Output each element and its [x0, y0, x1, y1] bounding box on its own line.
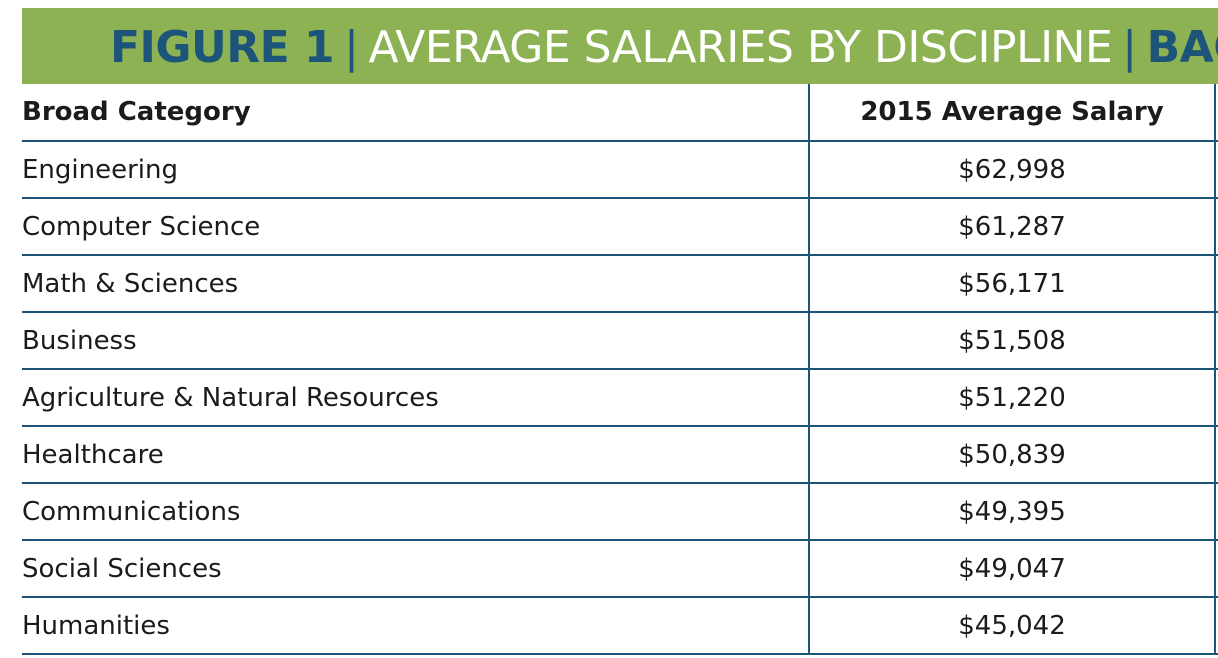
category-cell: Agriculture & Natural Resources [22, 369, 809, 427]
salary-cell: $50,839 [808, 426, 1216, 484]
salary-cell: $49,395 [808, 483, 1216, 541]
category-cell: Humanities [22, 597, 809, 655]
table-row: Business $51,508 [22, 312, 1218, 370]
column-stub [1215, 84, 1218, 142]
salary-cell: $49,047 [808, 540, 1216, 598]
table-row: Math & Sciences $56,171 [22, 255, 1218, 313]
column-header-category: Broad Category [22, 84, 809, 142]
salary-cell: $61,287 [808, 198, 1216, 256]
figure-title: FIGURE 1 | AVERAGE SALARIES BY DISCIPLINE |… [110, 22, 1218, 74]
category-cell: Engineering [22, 141, 809, 199]
figure-label: FIGURE 1 [110, 22, 335, 73]
row-stub [1215, 198, 1218, 256]
column-header-salary: 2015 Average Salary [808, 84, 1216, 142]
row-stub [1215, 141, 1218, 199]
row-stub [1215, 540, 1218, 598]
salary-table: Broad Category 2015 Average Salary Engin… [22, 84, 1218, 655]
category-cell: Healthcare [22, 426, 809, 484]
table-row: Social Sciences $49,047 [22, 540, 1218, 598]
title-separator-2: | [1122, 22, 1137, 73]
salary-cell: $56,171 [808, 255, 1216, 313]
table-row: Communications $49,395 [22, 483, 1218, 541]
row-stub [1215, 597, 1218, 655]
salary-cell: $51,508 [808, 312, 1216, 370]
title-truncated-suffix: BACHEL [1146, 22, 1218, 73]
category-cell: Social Sciences [22, 540, 809, 598]
row-stub [1215, 255, 1218, 313]
table-row: Healthcare $50,839 [22, 426, 1218, 484]
table-row: Humanities $45,042 [22, 597, 1218, 655]
row-stub [1215, 369, 1218, 427]
category-cell: Business [22, 312, 809, 370]
salary-cell: $51,220 [808, 369, 1216, 427]
salary-cell: $62,998 [808, 141, 1216, 199]
category-cell: Math & Sciences [22, 255, 809, 313]
row-stub [1215, 312, 1218, 370]
title-separator: | [344, 22, 359, 73]
row-stub [1215, 426, 1218, 484]
salary-cell: $45,042 [808, 597, 1216, 655]
figure-banner: FIGURE 1 | AVERAGE SALARIES BY DISCIPLINE |… [22, 8, 1218, 84]
category-cell: Computer Science [22, 198, 809, 256]
table-header-row: Broad Category 2015 Average Salary [22, 84, 1218, 142]
table-body: Engineering $62,998 Computer Science $61,28… [22, 141, 1218, 655]
table-row: Agriculture & Natural Resources $51,220 [22, 369, 1218, 427]
row-stub [1215, 483, 1218, 541]
table-row: Computer Science $61,287 [22, 198, 1218, 256]
chart-title: AVERAGE SALARIES BY DISCIPLINE [368, 22, 1113, 73]
table-row: Engineering $62,998 [22, 141, 1218, 199]
category-cell: Communications [22, 483, 809, 541]
